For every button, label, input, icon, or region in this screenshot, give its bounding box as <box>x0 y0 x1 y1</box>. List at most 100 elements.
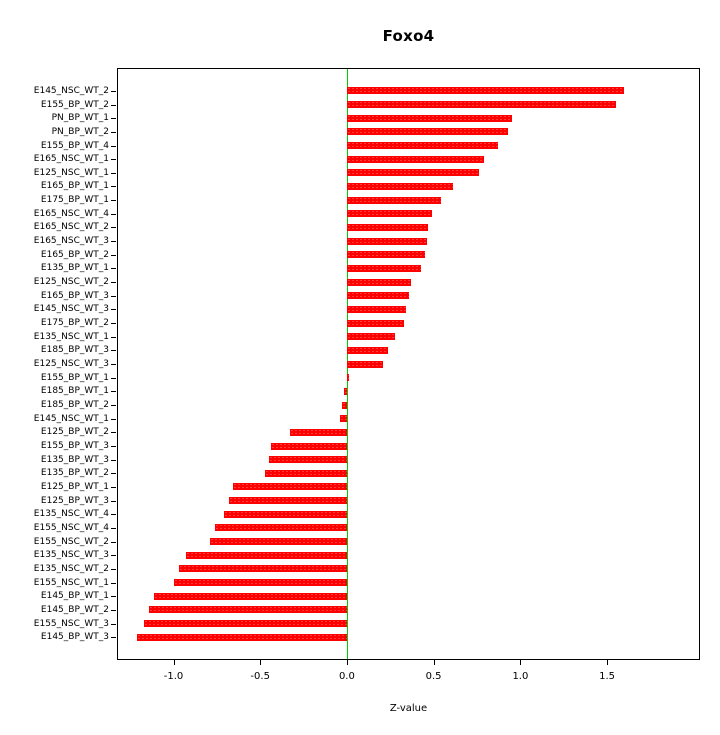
x-axis-tick-label: -1.0 <box>163 671 184 682</box>
y-axis-category-label: E165_NSC_WT_4 <box>33 208 109 219</box>
y-axis-category-label: E155_NSC_WT_3 <box>33 618 109 629</box>
y-axis-category-label: E155_BP_WT_4 <box>40 140 109 151</box>
y-axis-category-label: E185_BP_WT_1 <box>40 386 109 397</box>
y-axis-category-label: E135_BP_WT_2 <box>40 468 109 479</box>
y-axis-tick <box>111 268 116 270</box>
bar <box>346 278 412 286</box>
bar <box>346 333 396 341</box>
y-axis-labels: E145_NSC_WT_2 E155_BP_WT_2 PN_BP_WT_1 PN_BP… <box>0 69 109 659</box>
y-axis-category-label: E185_BP_WT_2 <box>40 400 109 410</box>
bar <box>346 169 479 177</box>
y-axis-tick <box>111 90 116 92</box>
y-axis-tick <box>111 527 116 529</box>
bar <box>346 319 405 327</box>
bar <box>346 223 429 231</box>
x-axis-tick-label: 1.0 <box>512 671 529 682</box>
y-axis-tick <box>111 514 116 516</box>
y-axis-category-label: E155_NSC_WT_4 <box>33 522 109 533</box>
x-axis-ticks <box>118 660 699 665</box>
y-axis-category-label: E135_NSC_WT_3 <box>33 550 109 561</box>
bar <box>346 101 616 108</box>
y-axis-tick <box>111 446 116 447</box>
bar <box>209 538 347 546</box>
x-axis-tick <box>260 660 262 665</box>
bar <box>137 633 347 641</box>
y-axis-tick <box>111 473 116 475</box>
y-axis-tick <box>111 609 116 611</box>
y-axis-category-label: E125_NSC_WT_2 <box>33 277 109 287</box>
bar <box>215 524 347 532</box>
chart-title: Foxo4 <box>382 27 435 45</box>
bar <box>346 292 410 300</box>
y-axis-category-label: E135_NSC_WT_2 <box>33 563 109 574</box>
y-axis-tick <box>111 500 116 502</box>
bar <box>185 551 347 559</box>
y-axis-tick <box>111 282 116 283</box>
plot-box <box>117 68 700 660</box>
y-axis-tick <box>111 432 116 434</box>
bar <box>346 360 384 368</box>
x-axis-tick <box>520 660 522 665</box>
bar <box>149 606 347 614</box>
y-axis-tick <box>111 405 116 406</box>
x-axis-tick <box>433 660 435 665</box>
y-axis-tick <box>111 623 116 625</box>
x-axis-tick <box>173 660 175 665</box>
y-axis-category-label: E175_BP_WT_1 <box>40 195 109 206</box>
y-axis-tick <box>111 200 116 202</box>
y-axis-tick <box>111 254 116 256</box>
y-axis-category-label: E185_BP_WT_3 <box>40 345 109 356</box>
y-axis-category-label: E125_BP_WT_2 <box>40 427 109 438</box>
x-axis-tick-label: 0.0 <box>338 671 355 682</box>
y-axis-category-label: E135_BP_WT_3 <box>40 454 109 465</box>
y-axis-tick <box>111 596 116 598</box>
bar <box>340 415 347 423</box>
y-axis-category-label: E155_BP_WT_3 <box>40 441 109 451</box>
y-axis-category-label: E175_BP_WT_2 <box>40 318 109 328</box>
y-axis-category-label: E155_NSC_WT_1 <box>33 577 109 588</box>
x-axis-tick-label: 0.5 <box>425 671 442 682</box>
bar <box>343 387 347 395</box>
y-axis-tick <box>111 364 116 365</box>
bar <box>265 469 347 477</box>
y-axis-category-label: E165_BP_WT_1 <box>40 181 109 192</box>
y-axis-tick <box>111 637 116 639</box>
bar <box>346 114 512 122</box>
bar <box>346 142 498 149</box>
x-axis-tick <box>607 660 609 665</box>
bar <box>232 483 347 491</box>
bar <box>144 620 347 627</box>
y-axis-category-label: E155_BP_WT_2 <box>40 99 109 110</box>
y-axis-category-label: PN_BP_WT_2 <box>51 126 109 137</box>
bar <box>346 305 406 313</box>
y-axis-tick <box>111 486 116 488</box>
bar <box>346 128 509 136</box>
bar <box>346 87 625 95</box>
y-axis-tick <box>111 582 116 584</box>
bar <box>346 196 441 204</box>
bar <box>346 237 427 245</box>
y-axis-tick <box>111 118 116 120</box>
y-axis-tick <box>111 131 116 133</box>
x-axis-tick <box>346 660 348 665</box>
y-axis-tick <box>111 145 116 147</box>
y-axis-category-label: E125_NSC_WT_1 <box>33 167 109 178</box>
y-axis-tick <box>111 186 116 188</box>
y-axis-tick <box>111 418 116 420</box>
y-axis-category-label: E135_NSC_WT_4 <box>33 509 109 520</box>
bar <box>173 579 347 586</box>
y-axis-category-label: E165_BP_WT_2 <box>40 249 109 260</box>
y-axis-category-label: E125_NSC_WT_3 <box>33 359 109 369</box>
y-axis-tick <box>111 336 116 338</box>
y-axis-tick <box>111 309 116 311</box>
bar <box>346 374 349 382</box>
y-axis-category-label: E145_NSC_WT_1 <box>33 413 109 424</box>
y-axis-tick <box>111 323 116 324</box>
y-axis-tick <box>111 241 116 243</box>
y-axis-tick <box>111 227 116 229</box>
bar <box>346 210 432 218</box>
bar <box>178 565 347 573</box>
bar <box>223 510 347 518</box>
y-axis-tick <box>111 391 116 393</box>
